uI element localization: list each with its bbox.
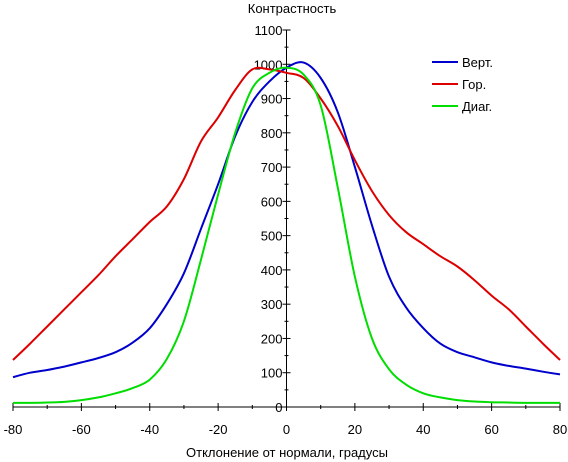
y-tick-label: 300 (261, 297, 283, 312)
y-tick-label: 600 (261, 194, 283, 209)
series-line-3 (12, 66, 561, 404)
y-tick-label: 1100 (255, 23, 283, 38)
series-line-2 (12, 66, 561, 361)
x-tick-label: 0 (283, 422, 290, 437)
x-tick-label: 20 (348, 422, 362, 437)
x-tick-label: -80 (4, 422, 23, 437)
series-lines (12, 61, 561, 404)
legend-label-3: Диаг. (462, 99, 492, 114)
y-tick-label: 900 (261, 92, 283, 107)
y-tick-label: 200 (261, 331, 283, 346)
x-tick-label: -20 (209, 422, 228, 437)
y-axis-title: Контрастность (248, 1, 337, 16)
y-tick-label: 700 (261, 160, 283, 175)
y-tick-label: 100 (261, 366, 283, 381)
y-tick-label: 500 (261, 229, 283, 244)
x-tick-label: 60 (484, 422, 498, 437)
x-tick-label: -40 (140, 422, 159, 437)
x-axis-title: Отклонение от нормали, градусы (186, 445, 388, 460)
x-axis-ticks: -80 -60 -40 -20 0 20 40 60 80 (4, 403, 567, 437)
x-tick-label: 40 (416, 422, 430, 437)
y-tick-label: 400 (261, 263, 283, 278)
legend-label-1: Верт. (462, 55, 493, 70)
legend: Верт. Гор. Диаг. (432, 55, 493, 114)
x-tick-label: -60 (72, 422, 91, 437)
y-tick-label: 800 (261, 126, 283, 141)
y-tick-label: 0 (275, 400, 282, 415)
x-tick-label: 80 (553, 422, 567, 437)
legend-label-2: Гор. (462, 77, 486, 92)
